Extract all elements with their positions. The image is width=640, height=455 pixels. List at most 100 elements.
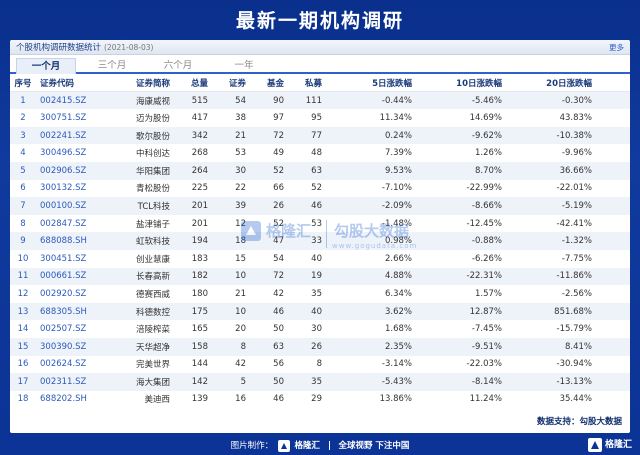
table-row[interactable]: 16 002624.SZ 完美世界 144 42 56 8 -3.14% -22.03% -30.… <box>10 355 630 374</box>
security-code[interactable]: 000100.SZ <box>36 197 108 215</box>
table-row[interactable]: 10 300451.SZ 创业慧康 183 15 54 40 2.66% -6.26% -7.75… <box>10 249 630 268</box>
security-name[interactable]: 科德数控 <box>108 302 174 321</box>
tab-six-months[interactable]: 六个月 <box>163 60 193 71</box>
security-code[interactable]: 000661.SZ <box>36 267 108 286</box>
table-row[interactable]: 7 000100.SZ TCL科技 201 39 26 46 -2.09% -8.66% -5.1… <box>10 197 630 215</box>
tab-one-year[interactable]: 一年 <box>234 60 254 71</box>
more-link[interactable]: 更多 <box>609 43 624 52</box>
fund-count: 52 <box>250 214 288 233</box>
securities-count: 5 <box>212 373 250 391</box>
securities-count: 53 <box>212 144 250 162</box>
change-60d: -55.66% <box>596 214 630 233</box>
security-code[interactable]: 002624.SZ <box>36 355 108 374</box>
table-row[interactable]: 18 688202.SH 美迪西 139 16 46 29 13.86% 11.24% 35.44… <box>10 390 630 409</box>
security-code[interactable]: 002415.SZ <box>36 91 108 110</box>
panel-date: (2021-08-03) <box>104 43 154 52</box>
fund-count: 50 <box>250 320 288 338</box>
security-name[interactable]: 涪陵榨菜 <box>108 320 174 338</box>
table-row[interactable]: 9 688088.SH 虹软科技 194 18 47 33 0.98% -0.88% -1.32%… <box>10 232 630 250</box>
data-panel: 个股机构调研数据统计 (2021-08-03) 更多 一个月 三个月 六个月 一年… <box>10 40 630 433</box>
tab-one-month[interactable]: 一个月 <box>16 58 76 74</box>
table-row[interactable]: 2 300751.SZ 迈为股份 417 38 97 95 11.34% 14.69% 43.83… <box>10 109 630 127</box>
footer-slogan: 全球视野 下注中国 <box>338 441 410 451</box>
security-code[interactable]: 688202.SH <box>36 390 108 409</box>
security-name[interactable]: 中科创达 <box>108 144 174 162</box>
fund-count: 72 <box>250 267 288 286</box>
change-5d: 7.39% <box>326 144 416 162</box>
table-row[interactable]: 1 002415.SZ 海康威视 515 54 90 111 -0.44% -5.46% -0.3… <box>10 91 630 110</box>
security-name[interactable]: 海大集团 <box>108 373 174 391</box>
table-row[interactable]: 5002906.SZ华阳集团2643052639.53%8.70%36.66%4… <box>10 161 630 180</box>
page-title: 最新一期机构调研 <box>235 10 404 32</box>
change-5d: 1.68% <box>326 320 416 338</box>
security-name[interactable]: 德赛西威 <box>108 285 174 303</box>
row-index: 8 <box>10 214 36 233</box>
change-60d: -16.34% <box>596 320 630 338</box>
row-index: 10 <box>10 249 36 268</box>
table-row[interactable]: 11 000661.SZ 长春高新 182 10 72 19 4.88% -22.31% -11.… <box>10 267 630 286</box>
private-count: 30 <box>288 320 326 338</box>
row-index: 1 <box>10 91 36 110</box>
row-index: 11 <box>10 267 36 286</box>
change-60d: 43.49% <box>596 390 630 409</box>
change-5d: 13.86% <box>326 390 416 409</box>
security-code[interactable]: 300496.SZ <box>36 144 108 162</box>
table-row[interactable]: 8 002847.SZ 盐津铺子 201 12 52 53 -1.48% -12.45% -42.… <box>10 214 630 233</box>
security-name[interactable]: 海康威视 <box>108 91 174 110</box>
security-name[interactable]: 美迪西 <box>108 390 174 409</box>
security-name[interactable]: 虹软科技 <box>108 232 174 250</box>
security-name[interactable]: 青松股份 <box>108 179 174 198</box>
security-name[interactable]: 创业慧康 <box>108 249 174 268</box>
security-code[interactable]: 002507.SZ <box>36 320 108 338</box>
change-20d: -0.30% <box>506 91 596 110</box>
row-index: 6 <box>10 179 36 198</box>
table-row[interactable]: 14 002507.SZ 涪陵榨菜 165 20 50 30 1.68% -7.45% -15.7… <box>10 320 630 338</box>
table-row[interactable]: 15300390.SZ天华超净158863262.35%-9.51%8.41%1… <box>10 337 630 356</box>
fund-count: 56 <box>250 355 288 374</box>
table-row[interactable]: 17 002311.SZ 海大集团 142 5 50 35 -5.43% -8.14% -13.1… <box>10 373 630 391</box>
table-row[interactable]: 13 688305.SH 科德数控 175 10 46 40 3.62% 12.87% 851.6… <box>10 302 630 321</box>
change-60d: 49.17% <box>596 161 630 180</box>
security-code[interactable]: 002241.SZ <box>36 126 108 145</box>
change-60d: 111.53% <box>596 337 630 356</box>
security-code[interactable]: 002311.SZ <box>36 373 108 391</box>
total-count: 142 <box>174 373 212 391</box>
security-code[interactable]: 300751.SZ <box>36 109 108 127</box>
security-code[interactable]: 002920.SZ <box>36 285 108 303</box>
security-code[interactable]: 688088.SH <box>36 232 108 250</box>
securities-count: 54 <box>212 91 250 110</box>
table-row[interactable]: 6 300132.SZ 青松股份 225 22 66 52 -7.10% -22.99% -22.… <box>10 179 630 198</box>
total-count: 201 <box>174 214 212 233</box>
change-10d: -9.51% <box>416 337 506 356</box>
security-name[interactable]: 华阳集团 <box>108 161 174 180</box>
total-count: 417 <box>174 109 212 127</box>
security-code[interactable]: 688305.SH <box>36 302 108 321</box>
footer: 图片制作： 格隆汇 全球视野 下注中国 <box>0 437 640 455</box>
security-code[interactable]: 300132.SZ <box>36 179 108 198</box>
change-60d: 79.23% <box>596 109 630 127</box>
total-count: 225 <box>174 179 212 198</box>
table-row[interactable]: 3 002241.SZ 歌尔股份 342 21 72 77 0.24% -9.62% -10.38… <box>10 126 630 145</box>
security-name[interactable]: 迈为股份 <box>108 109 174 127</box>
change-20d: -13.13% <box>506 373 596 391</box>
security-name[interactable]: 完美世界 <box>108 355 174 374</box>
change-10d: -22.99% <box>416 179 506 198</box>
private-count: 63 <box>288 161 326 180</box>
column-header: 私募 <box>288 74 326 93</box>
change-60d: 17.07% <box>596 144 630 162</box>
security-code[interactable]: 300451.SZ <box>36 249 108 268</box>
security-name[interactable]: TCL科技 <box>108 197 174 215</box>
security-code[interactable]: 300390.SZ <box>36 337 108 356</box>
security-name[interactable]: 天华超净 <box>108 337 174 356</box>
security-name[interactable]: 长春高新 <box>108 267 174 286</box>
security-code[interactable]: 002847.SZ <box>36 214 108 233</box>
table-row[interactable]: 12 002920.SZ 德赛西威 180 21 42 35 6.34% 1.57% -2.56%… <box>10 285 630 303</box>
tab-three-months[interactable]: 三个月 <box>97 60 127 71</box>
security-code[interactable]: 002906.SZ <box>36 161 108 180</box>
security-name[interactable]: 歌尔股份 <box>108 126 174 145</box>
fund-count: 47 <box>250 232 288 250</box>
security-name[interactable]: 盐津铺子 <box>108 214 174 233</box>
table-row[interactable]: 4300496.SZ中科创达2685349487.39%1.26%-9.96%1… <box>10 144 630 162</box>
private-count: 26 <box>288 337 326 356</box>
securities-count: 20 <box>212 320 250 338</box>
